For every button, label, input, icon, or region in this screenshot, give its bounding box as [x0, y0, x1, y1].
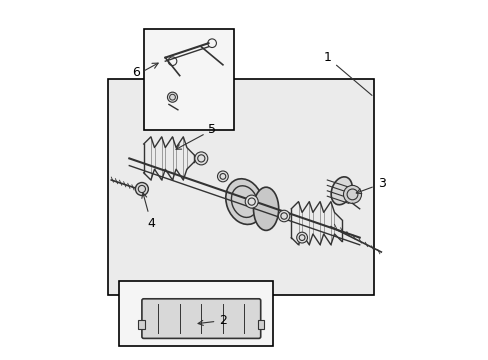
Circle shape: [278, 210, 289, 222]
Bar: [143, 29, 233, 130]
Circle shape: [343, 185, 361, 203]
Circle shape: [299, 235, 305, 240]
FancyBboxPatch shape: [142, 299, 260, 338]
Text: 2: 2: [198, 314, 227, 327]
Circle shape: [244, 195, 258, 208]
Ellipse shape: [253, 187, 278, 230]
Ellipse shape: [330, 177, 351, 205]
Circle shape: [167, 92, 177, 102]
Text: 5: 5: [176, 123, 216, 149]
Bar: [118, 281, 273, 346]
Circle shape: [296, 232, 307, 243]
Text: 1: 1: [323, 51, 371, 95]
Circle shape: [280, 213, 287, 219]
Bar: [257, 320, 264, 329]
Circle shape: [194, 152, 207, 165]
Circle shape: [220, 174, 225, 179]
Text: 3: 3: [356, 177, 385, 194]
Bar: [107, 79, 373, 295]
Text: 6: 6: [132, 66, 140, 78]
Bar: [138, 320, 144, 329]
Ellipse shape: [225, 179, 263, 224]
Circle shape: [217, 171, 228, 182]
Circle shape: [197, 155, 204, 162]
Circle shape: [135, 183, 148, 195]
Text: 4: 4: [142, 193, 155, 230]
Circle shape: [247, 198, 255, 205]
